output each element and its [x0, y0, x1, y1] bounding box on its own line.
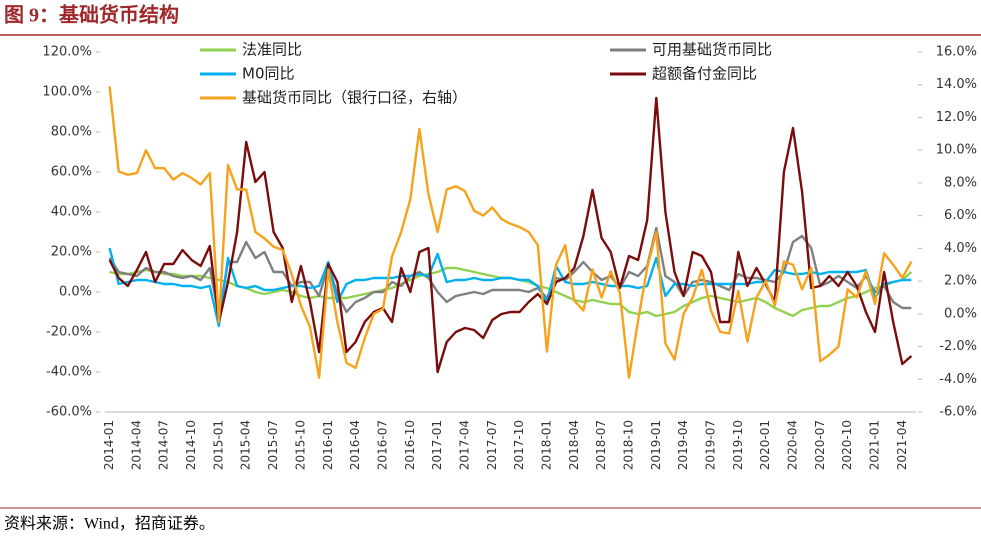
series-line	[108, 86, 913, 379]
y-tick-label: 40.0%	[51, 205, 92, 220]
series-line	[108, 226, 912, 318]
series-line	[108, 96, 913, 374]
y2-tick-label: 2.0%	[944, 274, 977, 289]
x-tick-label: 2017-01	[430, 420, 444, 470]
x-tick-label: 2015-04	[239, 420, 253, 470]
y-tick-label: -20.0%	[46, 325, 92, 340]
x-tick-label: 2018-07	[594, 420, 608, 470]
legend-label: 可用基础货币同比	[652, 41, 772, 59]
y2-tick-label: -4.0%	[939, 372, 977, 387]
x-tick-label: 2016-01	[321, 420, 335, 470]
x-tick-label: 2017-10	[512, 420, 526, 470]
x-tick-label: 2017-07	[485, 420, 499, 470]
chart-title: 图 9：基础货币结构	[4, 3, 179, 27]
legend-label: 超额备付金同比	[652, 65, 757, 83]
y-tick-label: 80.0%	[51, 125, 92, 140]
x-tick-label: 2019-07	[703, 420, 717, 470]
y2-tick-label: 0.0%	[944, 306, 977, 321]
x-tick-label: 2014-10	[184, 420, 198, 470]
x-tick-label: 2014-04	[129, 420, 143, 470]
x-tick-label: 2018-04	[567, 420, 581, 470]
x-tick-label: 2016-04	[348, 420, 362, 470]
x-tick-label: 2014-01	[102, 420, 116, 470]
source-note: 资料来源：Wind，招商证券。	[4, 515, 215, 533]
x-tick-label: 2019-04	[676, 420, 690, 470]
y2-tick-label: 16.0%	[936, 45, 977, 60]
y-tick-label: 60.0%	[51, 165, 92, 180]
y-tick-label: -40.0%	[46, 365, 92, 380]
x-tick-label: 2018-01	[539, 420, 553, 470]
x-tick-label: 2015-01	[211, 420, 225, 470]
y-tick-label: 100.0%	[42, 85, 92, 100]
y2-tick-label: -6.0%	[939, 405, 977, 420]
x-tick-label: 2016-10	[403, 420, 417, 470]
legend-label: 基础货币同比（银行口径，右轴）	[242, 89, 467, 107]
x-tick-label: 2014-07	[157, 420, 171, 470]
y2-tick-label: 12.0%	[936, 110, 977, 125]
x-tick-label: 2021-04	[895, 420, 909, 470]
x-tick-label: 2016-07	[375, 420, 389, 470]
y2-tick-label: 6.0%	[944, 208, 977, 223]
y-tick-label: 20.0%	[51, 245, 92, 260]
x-tick-label: 2020-01	[758, 420, 772, 470]
y2-tick-label: 14.0%	[936, 77, 977, 92]
x-tick-label: 2020-07	[813, 420, 827, 470]
x-tick-label: 2020-10	[840, 420, 854, 470]
y2-tick-label: 8.0%	[944, 175, 977, 190]
y2-tick-label: 4.0%	[944, 241, 977, 256]
y2-tick-label: 10.0%	[936, 143, 977, 158]
y-tick-label: 120.0%	[42, 45, 92, 60]
y-tick-label: -60.0%	[46, 405, 92, 420]
x-tick-label: 2015-07	[266, 420, 280, 470]
x-tick-label: 2019-10	[731, 420, 745, 470]
x-tick-label: 2020-04	[785, 420, 799, 470]
x-tick-label: 2015-10	[293, 420, 307, 470]
y-tick-label: 0.0%	[59, 285, 92, 300]
y2-tick-label: -2.0%	[939, 339, 977, 354]
legend-label: 法准同比	[242, 41, 302, 59]
x-tick-label: 2021-01	[867, 420, 881, 470]
x-tick-label: 2018-10	[621, 420, 635, 470]
x-tick-label: 2019-01	[649, 420, 663, 470]
x-tick-label: 2017-04	[457, 420, 471, 470]
legend-label: M0同比	[242, 65, 295, 83]
